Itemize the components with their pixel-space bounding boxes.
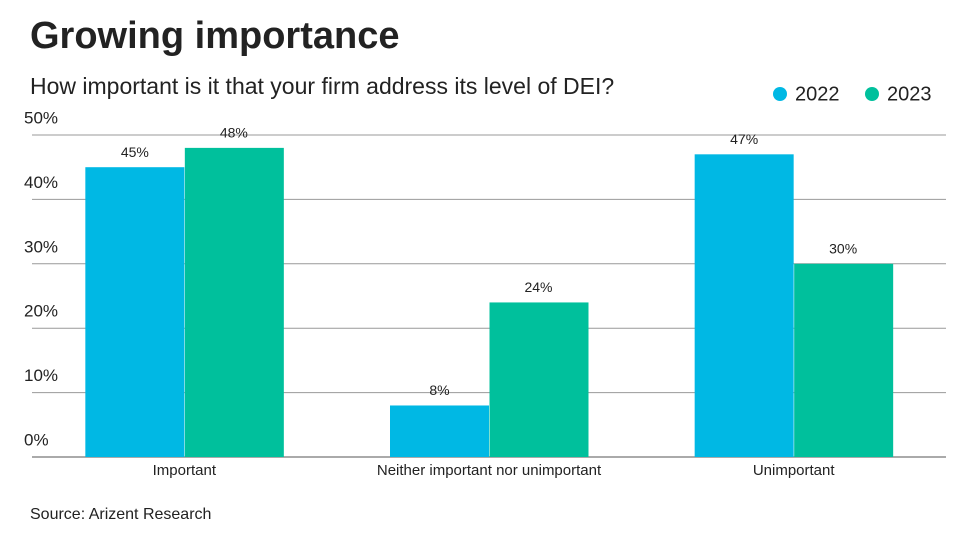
data-label: 24% <box>524 279 552 295</box>
y-tick-label: 0% <box>24 430 49 449</box>
bar <box>794 263 894 457</box>
chart-subtitle: How important is it that your firm addre… <box>30 73 614 99</box>
bar <box>694 154 794 457</box>
legend-label: 2023 <box>887 83 932 105</box>
chart-title: Growing importance <box>30 15 399 57</box>
source: Source: Arizent Research <box>30 506 211 523</box>
data-label: 8% <box>429 382 449 398</box>
bar <box>489 302 589 457</box>
x-tick-label: Unimportant <box>753 462 836 479</box>
data-label: 47% <box>730 131 758 147</box>
data-label: 30% <box>829 241 857 257</box>
y-tick-label: 30% <box>24 237 58 256</box>
data-label: 48% <box>220 125 248 141</box>
y-tick-label: 20% <box>24 302 58 321</box>
data-label: 45% <box>121 144 149 160</box>
y-tick-label: 50% <box>24 108 58 127</box>
y-tick-label: 10% <box>24 366 58 385</box>
bar <box>184 147 284 457</box>
legend-marker <box>865 87 879 101</box>
bar <box>390 405 489 457</box>
x-tick-label: Neither important nor unimportant <box>377 462 602 479</box>
y-tick-label: 40% <box>24 173 58 192</box>
legend-label: 2022 <box>795 83 840 105</box>
bar <box>85 167 185 457</box>
x-tick-label: Important <box>153 462 217 479</box>
legend-marker <box>773 87 787 101</box>
